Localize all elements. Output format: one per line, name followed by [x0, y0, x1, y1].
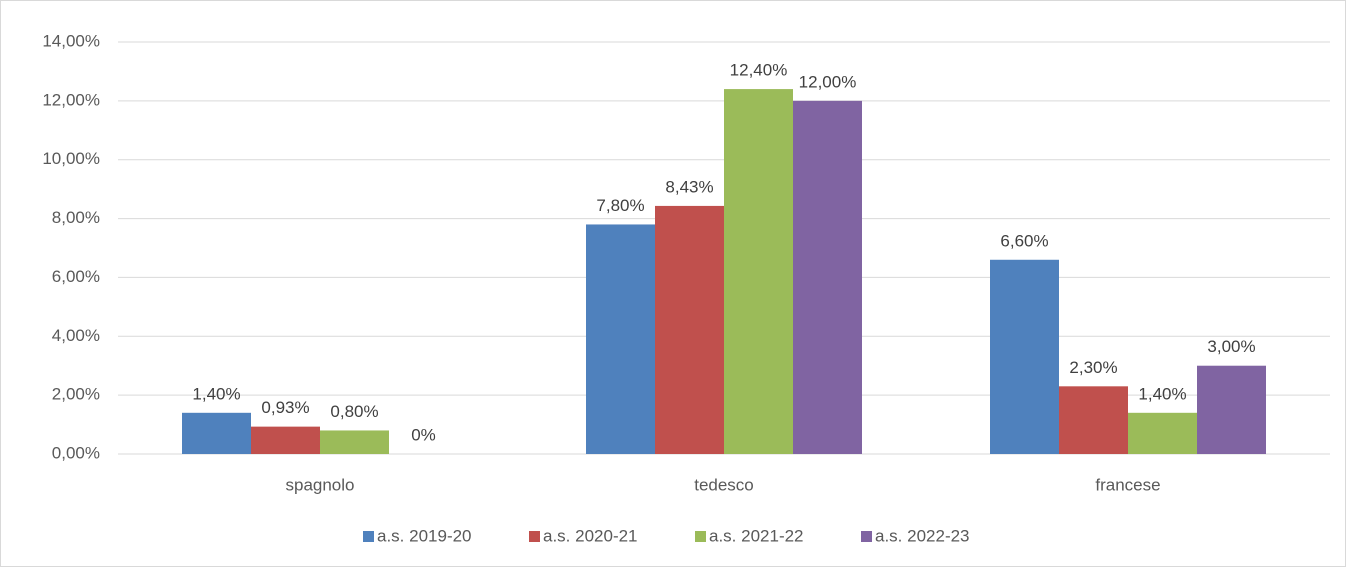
- bar: [990, 259, 1059, 454]
- legend-label: a.s. 2020-21: [543, 526, 638, 545]
- y-tick-label: 14,00%: [42, 31, 100, 50]
- y-tick-label: 6,00%: [52, 267, 100, 286]
- data-label: 3,00%: [1207, 337, 1255, 356]
- data-label: 6,60%: [1000, 231, 1048, 250]
- bar: [586, 224, 655, 454]
- x-tick-label: spagnolo: [285, 475, 354, 494]
- data-label: 0,93%: [261, 398, 309, 417]
- y-tick-label: 0,00%: [52, 443, 100, 462]
- x-tick-label: francese: [1095, 475, 1160, 494]
- bar: [1128, 412, 1197, 454]
- bar: [655, 205, 724, 454]
- bar: [182, 412, 251, 454]
- x-tick-label: tedesco: [694, 475, 754, 494]
- data-label: 0%: [411, 425, 436, 444]
- bar: [1059, 386, 1128, 454]
- legend-swatch: [861, 531, 872, 542]
- data-label: 7,80%: [596, 196, 644, 215]
- y-tick-label: 12,00%: [42, 90, 100, 109]
- legend-label: a.s. 2021-22: [709, 526, 804, 545]
- data-label: 1,40%: [1138, 384, 1186, 403]
- data-label: 8,43%: [665, 177, 713, 196]
- data-label: 2,30%: [1069, 358, 1117, 377]
- y-tick-label: 2,00%: [52, 385, 100, 404]
- bar: [320, 430, 389, 454]
- data-label: 0,80%: [330, 402, 378, 421]
- bar: [251, 426, 320, 454]
- bar: [1197, 365, 1266, 454]
- legend-swatch: [695, 531, 706, 542]
- data-label: 1,40%: [192, 384, 240, 403]
- data-label: 12,40%: [730, 61, 788, 80]
- legend-label: a.s. 2022-23: [875, 526, 970, 545]
- bar: [724, 89, 793, 454]
- bar: [793, 100, 862, 454]
- legend-swatch: [363, 531, 374, 542]
- y-tick-label: 8,00%: [52, 208, 100, 227]
- legend-label: a.s. 2019-20: [377, 526, 472, 545]
- data-label: 12,00%: [799, 72, 857, 91]
- y-tick-label: 10,00%: [42, 149, 100, 168]
- y-tick-label: 4,00%: [52, 326, 100, 345]
- legend-swatch: [529, 531, 540, 542]
